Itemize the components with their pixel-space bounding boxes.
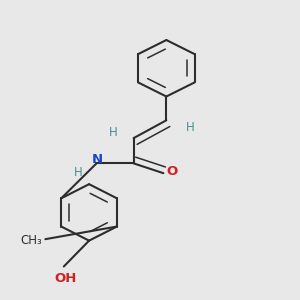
Text: H: H — [186, 121, 194, 134]
Text: H: H — [74, 167, 83, 179]
Text: OH: OH — [54, 272, 76, 286]
Text: O: O — [166, 165, 177, 178]
Text: N: N — [92, 153, 103, 166]
Text: H: H — [109, 126, 117, 139]
Text: CH₃: CH₃ — [21, 234, 42, 247]
